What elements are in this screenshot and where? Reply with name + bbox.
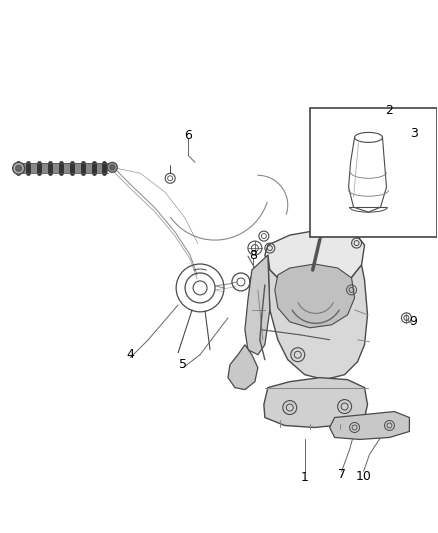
Text: 8: 8 [249,248,257,262]
Circle shape [107,163,117,172]
Text: 6: 6 [184,129,192,142]
Bar [16,163,108,173]
Circle shape [110,165,115,170]
Text: 2: 2 [385,104,393,117]
Polygon shape [265,228,364,292]
Text: 9: 9 [410,316,417,328]
Polygon shape [268,255,367,379]
Text: 1: 1 [301,471,309,484]
Polygon shape [330,411,410,439]
Circle shape [16,165,21,171]
Text: 4: 4 [126,348,134,361]
Bar [310,108,437,237]
Text: 3: 3 [410,127,418,140]
Text: 5: 5 [179,358,187,371]
Polygon shape [264,378,367,427]
Text: 7: 7 [338,468,346,481]
Circle shape [13,163,25,174]
Polygon shape [245,255,270,355]
Text: 10: 10 [356,470,371,483]
Polygon shape [228,345,258,390]
Polygon shape [275,264,355,328]
